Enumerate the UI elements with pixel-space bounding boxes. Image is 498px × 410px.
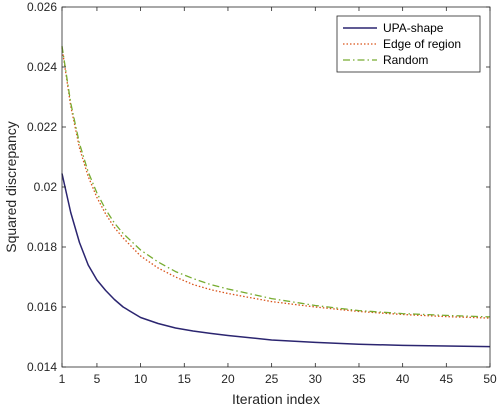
y-tick-label: 0.022: [27, 120, 57, 134]
x-tick-label: 25: [265, 372, 279, 386]
x-axis-label: Iteration index: [232, 391, 320, 407]
series-line-3: [61, 45, 491, 318]
x-tick-label: 5: [94, 372, 101, 386]
x-tick-label: 40: [396, 372, 410, 386]
series-layer: [61, 45, 491, 348]
y-tick-label: 0.02: [34, 180, 58, 194]
series-line-1: [61, 173, 491, 348]
x-tick-label: 45: [440, 372, 454, 386]
y-axis-label: Squared discrepancy: [3, 121, 19, 253]
y-tick-label: 0.024: [27, 60, 57, 74]
y-tick-label: 0.016: [27, 300, 57, 314]
y-tick-label: 0.018: [27, 240, 57, 254]
ticks-layer: 1 5 10 15 20 25 30 35 40 45 500.0140.0160.0180.020…: [27, 0, 497, 386]
x-tick-label: 35: [352, 372, 366, 386]
x-tick-label: 30: [309, 372, 323, 386]
series-line-2: [61, 47, 491, 319]
y-tick-label: 0.014: [27, 360, 57, 374]
legend: UPA-shape Edge of region Random: [336, 15, 481, 73]
x-tick-label: 20: [221, 372, 235, 386]
y-tick-label: 0.026: [27, 0, 57, 14]
x-tick-label: 50: [483, 372, 497, 386]
x-tick-label: 15: [178, 372, 192, 386]
legend-label-1: UPA-shape: [383, 21, 444, 35]
x-tick-label: 1: [59, 372, 66, 386]
legend-label-2: Edge of region: [383, 37, 461, 51]
legend-label-3: Random: [383, 53, 428, 67]
x-tick-label: 10: [134, 372, 148, 386]
